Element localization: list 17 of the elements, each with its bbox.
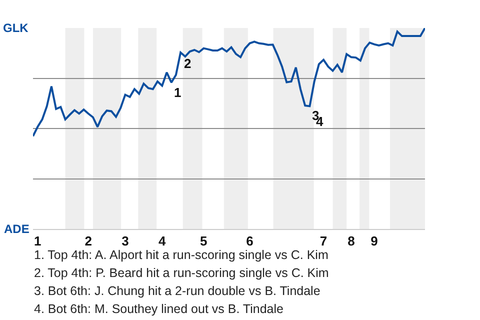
x-tick-label: 3	[122, 234, 129, 249]
text: 1. Top 4th: A. Alport hit a run-scoring single vs C. Kim	[34, 248, 328, 262]
x-tick-label: 5	[200, 234, 208, 249]
x-tick-label: 9	[370, 234, 378, 249]
annotation: 2	[184, 56, 192, 71]
text: 2. Top 4th: P. Beard hit a run-scoring single vs C. Kim	[34, 266, 329, 280]
x-tick-label: 8	[348, 234, 355, 249]
text: ADE	[4, 222, 30, 236]
x-tick-label: 7	[320, 234, 328, 249]
text: 4. Bot 6th: M. Southey lined out vs B. Tindale	[34, 302, 284, 316]
text: GLK	[3, 21, 29, 35]
annotation: 1	[174, 85, 182, 100]
text: 3. Bot 6th: J. Chung hit a 2-run double vs B. Tindale	[34, 284, 320, 298]
x-tick-label: 2	[84, 234, 92, 249]
x-tick-label: 6	[246, 234, 254, 249]
x-tick-label: 4	[158, 234, 167, 249]
x-tick-label: 1	[34, 234, 42, 249]
